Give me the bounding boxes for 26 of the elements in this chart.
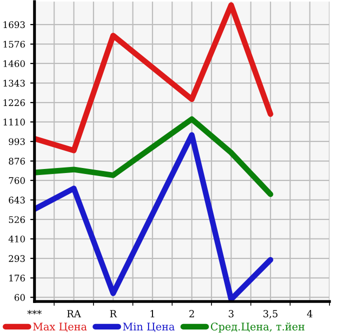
y-tick-label: 410	[8, 236, 25, 242]
x-tick-label: 2	[189, 310, 194, 318]
y-tick-label: 1693	[4, 21, 25, 28]
y-tick-label: 643	[8, 196, 25, 204]
y-tick-label: 993	[8, 138, 25, 146]
x-tick-label: 3,5	[263, 310, 278, 319]
x-tick-label: 4	[307, 310, 312, 318]
y-tick-label: 876	[8, 158, 25, 165]
y-tick-label: 1110	[4, 118, 25, 126]
y-tick-label: 60	[14, 294, 25, 301]
x-tick-label: RA	[67, 310, 82, 318]
x-tick-label: 1	[150, 310, 154, 318]
y-tick-label: 1576	[4, 40, 25, 48]
y-tick-label: 760	[9, 177, 25, 184]
x-tick-label: 3	[228, 310, 234, 318]
legend-label: Сред.Цена, т.йен	[210, 322, 304, 333]
legend-label: Min Цена	[122, 322, 175, 332]
y-tick-label: 526	[9, 216, 25, 224]
x-tick-label: R	[110, 310, 118, 318]
y-tick-label: 176	[9, 274, 25, 282]
x-tick-label: ***	[27, 310, 42, 314]
y-tick-label: 1226	[4, 99, 25, 106]
y-tick-label: 293	[8, 255, 25, 262]
y-tick-label: 1460	[4, 60, 25, 68]
legend-label: Max Цена	[33, 322, 87, 332]
y-tick-label: 1343	[4, 80, 25, 87]
